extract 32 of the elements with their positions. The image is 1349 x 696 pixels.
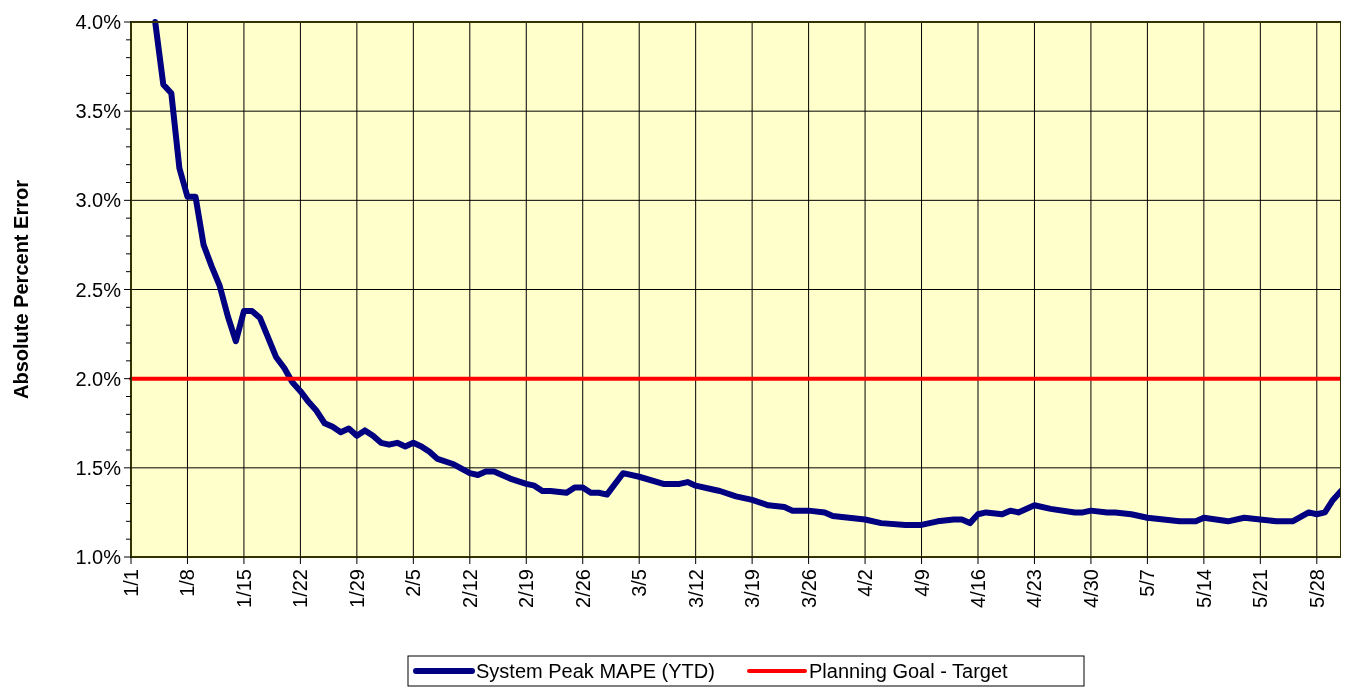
x-tick-label: 1/15 bbox=[232, 569, 255, 608]
x-tick-label: 4/30 bbox=[1079, 569, 1102, 608]
x-tick-label: 3/12 bbox=[684, 569, 707, 608]
y-tick-label: 1.0% bbox=[75, 546, 122, 568]
x-tick-label: 1/22 bbox=[289, 569, 312, 608]
x-tick-label: 3/19 bbox=[741, 569, 764, 608]
x-tick-label: 4/16 bbox=[967, 569, 989, 608]
y-tick-label: 4.0% bbox=[75, 11, 122, 33]
x-tick-label: 2/26 bbox=[571, 569, 594, 608]
y-tick-label: 2.5% bbox=[75, 278, 122, 301]
x-tick-label: 4/23 bbox=[1023, 569, 1046, 608]
y-axis-title: Absolute Percent Error bbox=[10, 179, 32, 399]
x-tick-label: 4/2 bbox=[854, 569, 877, 597]
y-tick-label: 1.5% bbox=[75, 456, 122, 479]
x-tick-label: 5/14 bbox=[1192, 569, 1215, 608]
x-tick-label: 5/21 bbox=[1249, 569, 1272, 608]
x-tick-label: 2/19 bbox=[515, 569, 538, 608]
x-tick-label: 3/26 bbox=[797, 569, 820, 608]
legend-label: Planning Goal - Target bbox=[809, 660, 1009, 682]
x-tick-label: 2/12 bbox=[458, 569, 481, 608]
x-tick-label: 1/29 bbox=[345, 569, 368, 608]
x-tick-label: 2/5 bbox=[402, 569, 425, 597]
y-tick-label: 2.0% bbox=[75, 367, 122, 390]
x-tick-label: 3/5 bbox=[628, 569, 651, 597]
x-tick-label: 4/9 bbox=[910, 569, 933, 597]
x-tick-label: 5/7 bbox=[1136, 569, 1159, 597]
legend-label: System Peak MAPE (YTD) bbox=[476, 660, 715, 682]
y-tick-label: 3.5% bbox=[75, 100, 122, 123]
x-tick-label: 1/1 bbox=[120, 569, 142, 597]
y-tick-label: 3.0% bbox=[75, 189, 122, 212]
x-tick-label: 5/28 bbox=[1305, 569, 1328, 608]
x-tick-label: 1/8 bbox=[176, 569, 199, 597]
